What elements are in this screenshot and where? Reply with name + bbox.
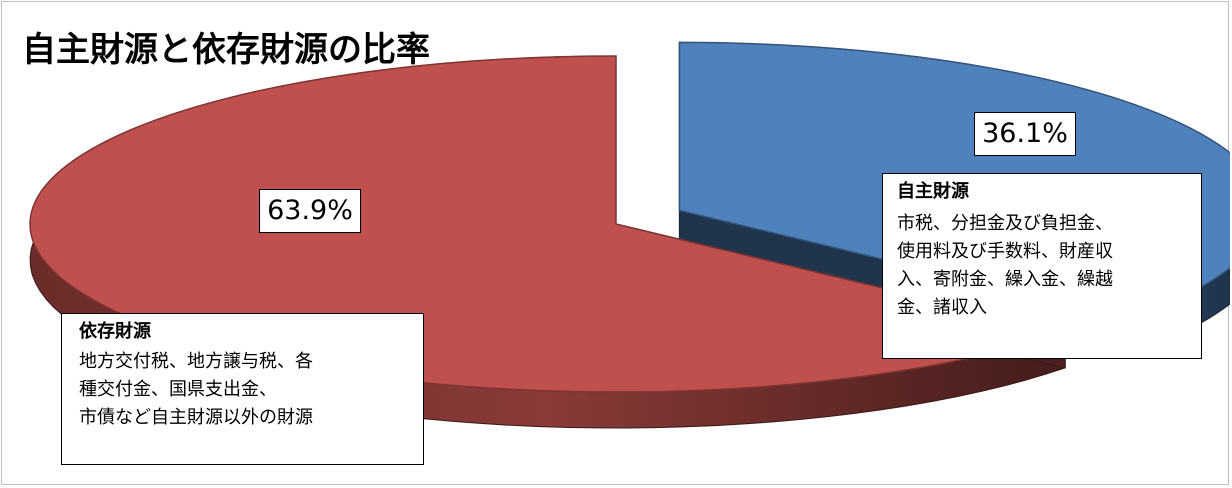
- annotation-own-line: 使用料及び手数料、財産収: [897, 241, 1113, 262]
- annotation-dependent-revenue: 依存財源 地方交付税、地方譲与税、各 種交付金、国県支出金、 市債など自主財源以…: [61, 313, 424, 465]
- annotation-own-title: 自主財源: [897, 181, 969, 202]
- annotation-dependent-title: 依存財源: [79, 321, 151, 342]
- annotation-own-line: 金、諸収入: [897, 297, 987, 318]
- annotation-own-line: 入、寄附金、繰入金、繰越: [897, 269, 1113, 290]
- annotation-own-line: 市税、分担金及び負担金、: [897, 213, 1113, 234]
- annotation-dependent-line: 地方交付税、地方譲与税、各: [79, 351, 313, 372]
- annotation-dependent-line: 市債など自主財源以外の財源: [79, 407, 313, 428]
- annotation-dependent-line: 種交付金、国県支出金、: [79, 379, 277, 400]
- annotation-own-revenue: 自主財源 市税、分担金及び負担金、 使用料及び手数料、財産収 入、寄附金、繰入金…: [882, 173, 1202, 359]
- pie-slice-dependent-revenue: [29, 55, 1068, 393]
- data-label-dependent: 63.9%: [259, 189, 361, 233]
- chart-title: 自主財源と依存財源の比率: [22, 30, 430, 70]
- data-label-own: 36.1%: [974, 112, 1076, 156]
